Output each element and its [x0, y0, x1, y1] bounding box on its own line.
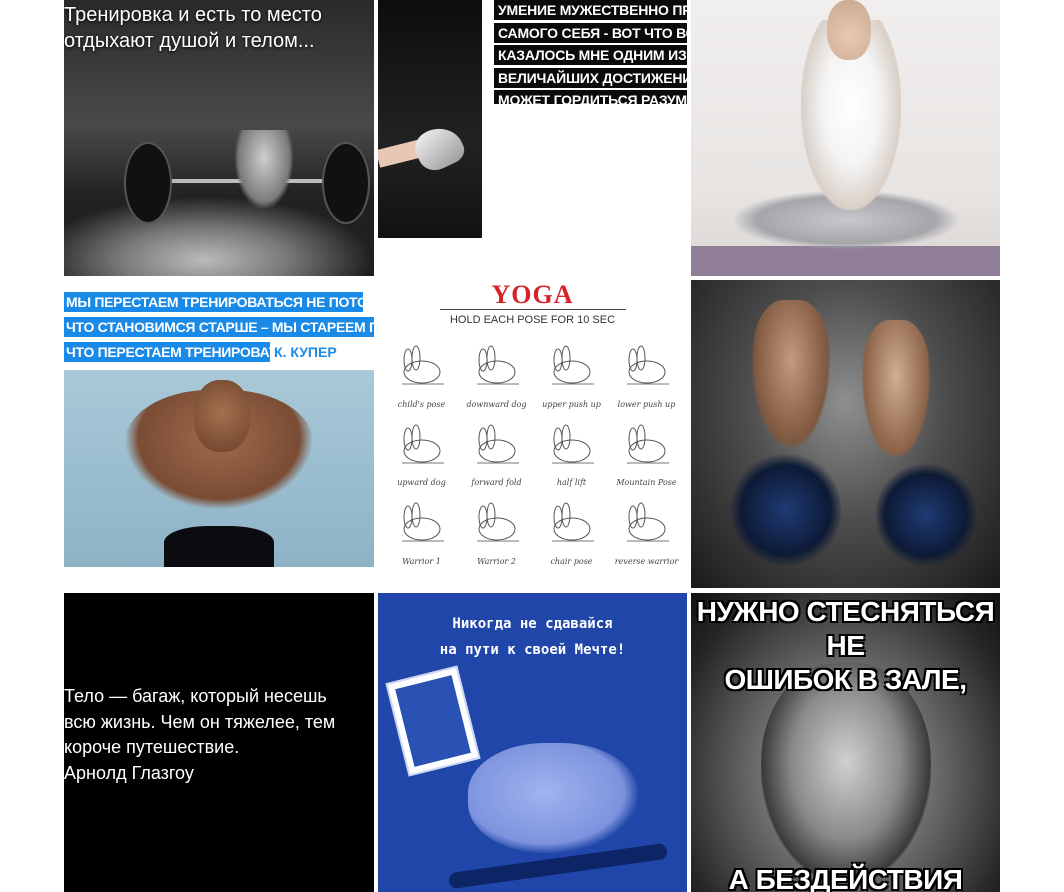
pose-cell: Warrior 1	[384, 493, 459, 572]
pose-cell: chair pose	[534, 493, 609, 572]
bunny-pose-icon	[552, 345, 594, 385]
quote-line: всю жизнь. Чем он тяжелее, тем	[64, 711, 336, 732]
meme-line: НУЖНО СТЕСНЯТЬСЯ НЕ	[696, 596, 995, 661]
image-tile-quote-strips[interactable]: УМЕНИЕ МУЖЕСТВЕННО ПРЕ САМОГО СЕБЯ - ВОТ…	[494, 0, 687, 104]
pose-label: downward dog	[466, 399, 527, 409]
pose-label: Mountain Pose	[616, 478, 677, 488]
pose-label: Warrior 2	[477, 556, 516, 566]
bunny-pose-icon	[477, 424, 519, 464]
pose-label: Warrior 1	[402, 556, 441, 566]
image-tile-yoga-woman[interactable]	[691, 0, 1000, 276]
quote-line: УМЕНИЕ МУЖЕСТВЕННО ПРЕ	[494, 0, 687, 20]
pose-grid: child's pose downward dog upper push up low…	[384, 336, 684, 572]
quote-line: Тело — багаж, который несешь	[64, 686, 327, 706]
quote-line: САМОГО СЕБЯ - ВОТ ЧТО ВСЕ	[494, 22, 687, 43]
unicorn-picture-icon	[385, 665, 481, 777]
image-tile-yoga-poses[interactable]: YOGA HOLD EACH POSE FOR 10 SEC child's p…	[378, 280, 687, 576]
image-tile-rhino-treadmill[interactable]: Никогда не сдавайся на пути к своей Мечт…	[378, 593, 687, 892]
picture-inner	[395, 675, 471, 767]
motivation-line: на пути к своей Мечте!	[439, 642, 626, 658]
man-face-figure	[761, 663, 931, 883]
pose-cell: child's pose	[384, 336, 459, 415]
woman-cyclist-figure	[861, 320, 931, 460]
tile-caption: Тренировка и есть то место отдыхают душо…	[64, 2, 322, 54]
image-tile-cycling[interactable]	[691, 280, 1000, 588]
bike-wheel-icon	[876, 460, 976, 570]
pose-cell: Mountain Pose	[609, 415, 684, 494]
pose-label: chair pose	[550, 556, 593, 566]
meme-bottom-text: А БЕЗДЕЙСТВИЯ ДОМА!	[728, 864, 963, 892]
pose-cell: upper push up	[534, 336, 609, 415]
quote-line: короче путешествие.	[64, 737, 240, 757]
swimsuit-figure	[164, 526, 274, 567]
barbell-plate-right	[322, 142, 370, 224]
meme-top-text: НУЖНО СТЕСНЯТЬСЯ НЕ ОШИБОК В ЗАЛЕ,	[691, 595, 1000, 697]
pose-label: upper push up	[542, 399, 601, 409]
quote-author: К. КУПЕР	[274, 344, 337, 360]
yoga-title: YOGA	[491, 280, 574, 309]
bunny-pose-icon	[477, 345, 519, 385]
yoga-mat	[691, 246, 1000, 276]
photo-woman-flexing	[64, 370, 374, 567]
bunny-pose-icon	[627, 424, 669, 464]
pose-label: forward fold	[471, 478, 522, 488]
pose-cell: half lift	[534, 415, 609, 494]
quote-line: МОЖЕТ ГОРДИТЬСЯ РАЗУМН	[494, 90, 687, 104]
floor-dust	[64, 196, 374, 276]
pose-label: lower push up	[617, 399, 676, 409]
caption-line: отдыхают душой и телом...	[64, 30, 315, 52]
pose-cell: Warrior 2	[459, 493, 534, 572]
quote-author: Арнолд Глазгоу	[64, 762, 194, 783]
bunny-pose-icon	[402, 502, 444, 542]
meme-line: ОШИБОК В ЗАЛЕ,	[724, 664, 967, 695]
image-tile-barbell[interactable]: Тренировка и есть то место отдыхают душо…	[64, 0, 374, 276]
title-divider	[440, 309, 626, 310]
pose-label: upward dog	[397, 478, 446, 488]
motivation-text: Никогда не сдавайся на пути к своей Мечт…	[378, 611, 687, 663]
bunny-pose-icon	[552, 424, 594, 464]
bunny-pose-icon	[627, 502, 669, 542]
rhino-figure	[468, 743, 638, 853]
caption-line: Тренировка и есть то место	[64, 4, 322, 26]
bunny-pose-icon	[477, 502, 519, 542]
athlete-figure	[234, 130, 294, 210]
bunny-pose-icon	[402, 424, 444, 464]
pose-cell: lower push up	[609, 336, 684, 415]
man-cyclist-figure	[751, 300, 831, 450]
image-tile-arnold[interactable]: НУЖНО СТЕСНЯТЬСЯ НЕ ОШИБОК В ЗАЛЕ, А БЕЗ…	[691, 593, 1000, 892]
quote-line: КАЗАЛОСЬ МНЕ ОДНИМ ИЗ СА	[494, 45, 687, 65]
quote-line: ВЕЛИЧАЙШИХ ДОСТИЖЕНИЙ,	[494, 67, 687, 88]
image-tile-rings[interactable]	[378, 0, 482, 238]
quote-label-line: МЫ ПЕРЕСТАЕМ ТРЕНИРОВАТЬСЯ НЕ ПОТОМУ,	[64, 292, 374, 312]
quote-text: Тело — багаж, который несешь всю жизнь. …	[64, 684, 364, 786]
bunny-pose-icon	[552, 502, 594, 542]
image-tile-black-quote[interactable]: Тело — багаж, который несешь всю жизнь. …	[64, 593, 374, 892]
quote-label-line: ЧТО СТАНОВИМСЯ СТАРШЕ – МЫ СТАРЕЕМ ПОТОМ…	[64, 317, 374, 337]
bike-wheel-icon	[731, 450, 841, 570]
pose-cell: forward fold	[459, 415, 534, 494]
image-tile-cooper-quote[interactable]: МЫ ПЕРЕСТАЕМ ТРЕНИРОВАТЬСЯ НЕ ПОТОМУ, ЧТ…	[64, 292, 374, 567]
pose-label: child's pose	[397, 399, 446, 409]
yoga-subtitle: HOLD EACH POSE FOR 10 SEC	[449, 314, 616, 326]
head-figure	[827, 0, 871, 60]
bunny-pose-icon	[402, 345, 444, 385]
pose-cell: upward dog	[384, 415, 459, 494]
pose-cell: downward dog	[459, 336, 534, 415]
motivation-line: Никогда не сдавайся	[452, 616, 613, 632]
pose-label: reverse warrior	[614, 556, 679, 566]
bunny-pose-icon	[627, 345, 669, 385]
quote-label-line: ЧТО ПЕРЕСТАЕМ ТРЕНИРОВАТЬСЯ!	[64, 342, 311, 362]
pose-cell: reverse warrior	[609, 493, 684, 572]
barbell-plate-left	[124, 142, 172, 224]
pose-label: half lift	[556, 478, 587, 488]
face-figure	[194, 380, 250, 452]
sneaker-figure	[409, 120, 469, 176]
